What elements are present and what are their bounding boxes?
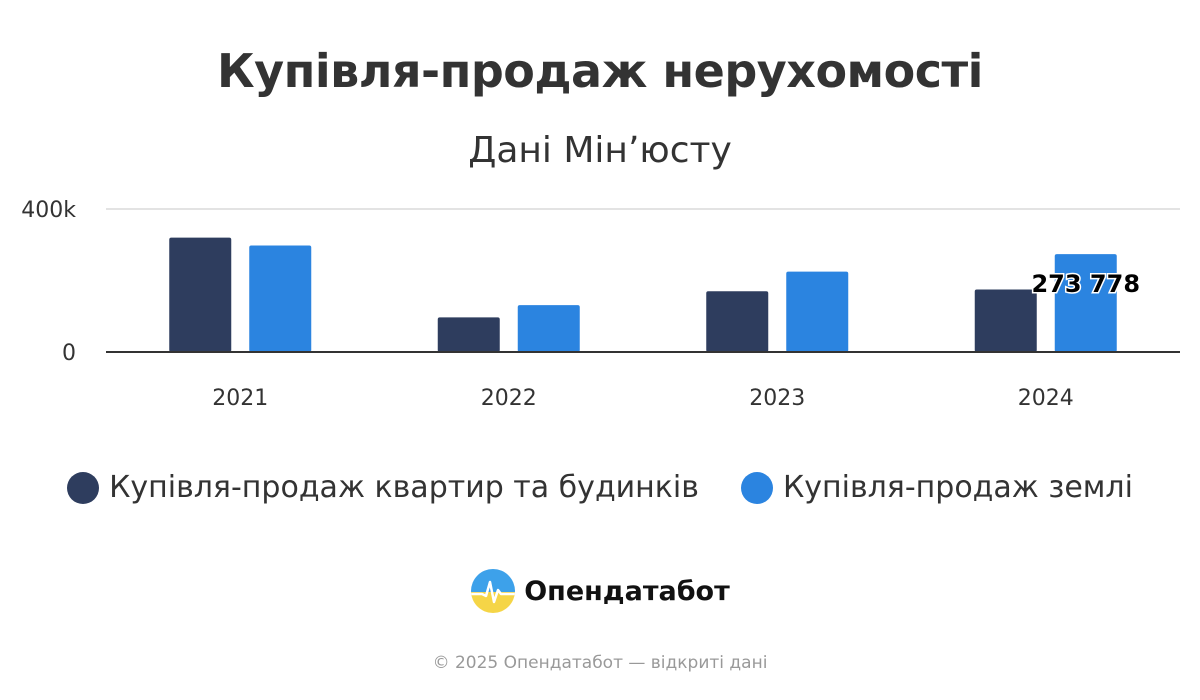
bar <box>786 271 849 352</box>
brand[interactable]: Опендатабот <box>0 568 1200 614</box>
brand-name: Опендатабот <box>524 575 730 607</box>
copyright-text: © 2025 Опендатабот — відкриті дані <box>432 653 768 673</box>
bar <box>169 237 232 352</box>
bar-chart: 0 400k 2021 2022 2023 2024 273 778 <box>21 198 1180 411</box>
opendatabot-logo-icon <box>471 569 516 613</box>
x-tick-label: 2021 <box>212 386 268 411</box>
x-tick-label: 2022 <box>481 386 537 411</box>
legend-item-land[interactable]: Купівля-продаж землі <box>740 470 1133 505</box>
legend-marker-apartments <box>67 471 100 504</box>
x-tick-label: 2024 <box>1018 386 1074 411</box>
x-tick-label: 2023 <box>749 386 805 411</box>
chart-legend: Купівля-продаж квартир та будинків Купів… <box>0 470 1200 505</box>
bar <box>437 317 500 352</box>
bar <box>1054 254 1117 352</box>
legend-item-apartments[interactable]: Купівля-продаж квартир та будинків <box>67 470 699 505</box>
legend-label-land: Купівля-продаж землі <box>782 470 1133 505</box>
bar <box>517 305 580 352</box>
data-label: 273 778 <box>1031 270 1140 298</box>
chart-title: Купівля-продаж нерухомості <box>217 44 983 98</box>
legend-label-apartments: Купівля-продаж квартир та будинків <box>109 470 699 505</box>
y-tick-label: 400k <box>21 198 76 223</box>
bar <box>249 245 312 352</box>
chart-subtitle: Дані Мін’юсту <box>468 130 732 171</box>
legend-marker-land <box>740 471 773 504</box>
y-tick-label: 0 <box>62 341 76 366</box>
bar <box>706 291 769 352</box>
bar <box>974 289 1037 352</box>
